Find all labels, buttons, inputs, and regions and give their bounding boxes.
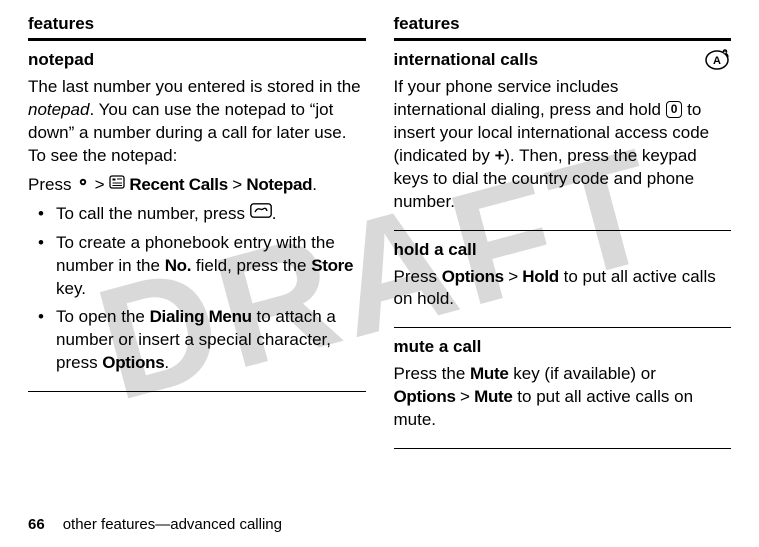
text: To call the number, press bbox=[56, 204, 250, 223]
hold-title: hold a call bbox=[394, 239, 732, 262]
center-key-icon bbox=[76, 173, 90, 196]
text: To open the bbox=[56, 307, 150, 326]
recent-calls-label: Recent Calls bbox=[129, 175, 227, 194]
left-column: features notepad The last number you ent… bbox=[14, 14, 380, 547]
notepad-cell: notepad The last number you entered is s… bbox=[28, 41, 366, 392]
text: > bbox=[90, 175, 108, 194]
text: . bbox=[164, 353, 169, 372]
page-content: features notepad The last number you ent… bbox=[0, 0, 759, 547]
options-label: Options bbox=[442, 267, 504, 286]
hold-call-cell: hold a call Press Options > Hold to put … bbox=[394, 231, 732, 329]
notepad-para1: The last number you entered is stored in… bbox=[28, 76, 366, 168]
text: The last number you entered is stored in… bbox=[28, 77, 361, 96]
plus-label: + bbox=[495, 146, 505, 165]
mute-title: mute a call bbox=[394, 336, 732, 359]
notepad-list: To call the number, press . To create a … bbox=[28, 203, 366, 376]
svg-text:+: + bbox=[724, 50, 727, 56]
zero-key-icon: 0 bbox=[666, 101, 683, 118]
text: Press bbox=[28, 175, 76, 194]
text: > bbox=[456, 387, 474, 406]
notepad-press-line: Press > Recent Calls > Notepad. bbox=[28, 174, 366, 197]
text: . bbox=[312, 175, 317, 194]
text: > bbox=[504, 267, 522, 286]
features-header-left: features bbox=[28, 14, 366, 41]
dialing-menu-label: Dialing Menu bbox=[150, 307, 252, 326]
mute-call-cell: mute a call Press the Mute key (if avail… bbox=[394, 328, 732, 449]
text: key (if available) or bbox=[509, 364, 656, 383]
options-label: Options bbox=[394, 387, 456, 406]
store-key-label: Store bbox=[311, 256, 353, 275]
right-column: features A+ international calls If your … bbox=[380, 14, 746, 547]
intl-para: If your phone service includes internati… bbox=[394, 76, 732, 214]
hold-para: Press Options > Hold to put all active c… bbox=[394, 266, 732, 312]
text: key. bbox=[56, 279, 86, 298]
recent-calls-icon bbox=[109, 173, 125, 196]
accessibility-badge-icon: A+ bbox=[703, 49, 731, 78]
features-header-right: features bbox=[394, 14, 732, 41]
text: . bbox=[272, 204, 277, 223]
notepad-title: notepad bbox=[28, 49, 366, 72]
mute-para: Press the Mute key (if available) or Opt… bbox=[394, 363, 732, 432]
intl-title: international calls bbox=[394, 49, 732, 72]
send-key-icon bbox=[250, 202, 272, 225]
text: Press the bbox=[394, 364, 471, 383]
list-item: To open the Dialing Menu to attach a num… bbox=[56, 306, 366, 375]
options-label: Options bbox=[102, 353, 164, 372]
mute-label: Mute bbox=[474, 387, 512, 406]
mute-key-label: Mute bbox=[470, 364, 508, 383]
hold-label: Hold bbox=[522, 267, 559, 286]
notepad-italic: notepad bbox=[28, 100, 89, 119]
text: field, press the bbox=[191, 256, 311, 275]
list-item: To call the number, press . bbox=[56, 203, 366, 226]
notepad-menu-label: Notepad bbox=[246, 175, 312, 194]
list-item: To create a phonebook entry with the num… bbox=[56, 232, 366, 301]
text: > bbox=[228, 175, 246, 194]
text: If your phone service includes internati… bbox=[394, 77, 666, 119]
international-calls-cell: A+ international calls If your phone ser… bbox=[394, 41, 732, 231]
no-field-label: No. bbox=[165, 256, 191, 275]
text: Press bbox=[394, 267, 442, 286]
svg-text:A: A bbox=[713, 55, 721, 67]
